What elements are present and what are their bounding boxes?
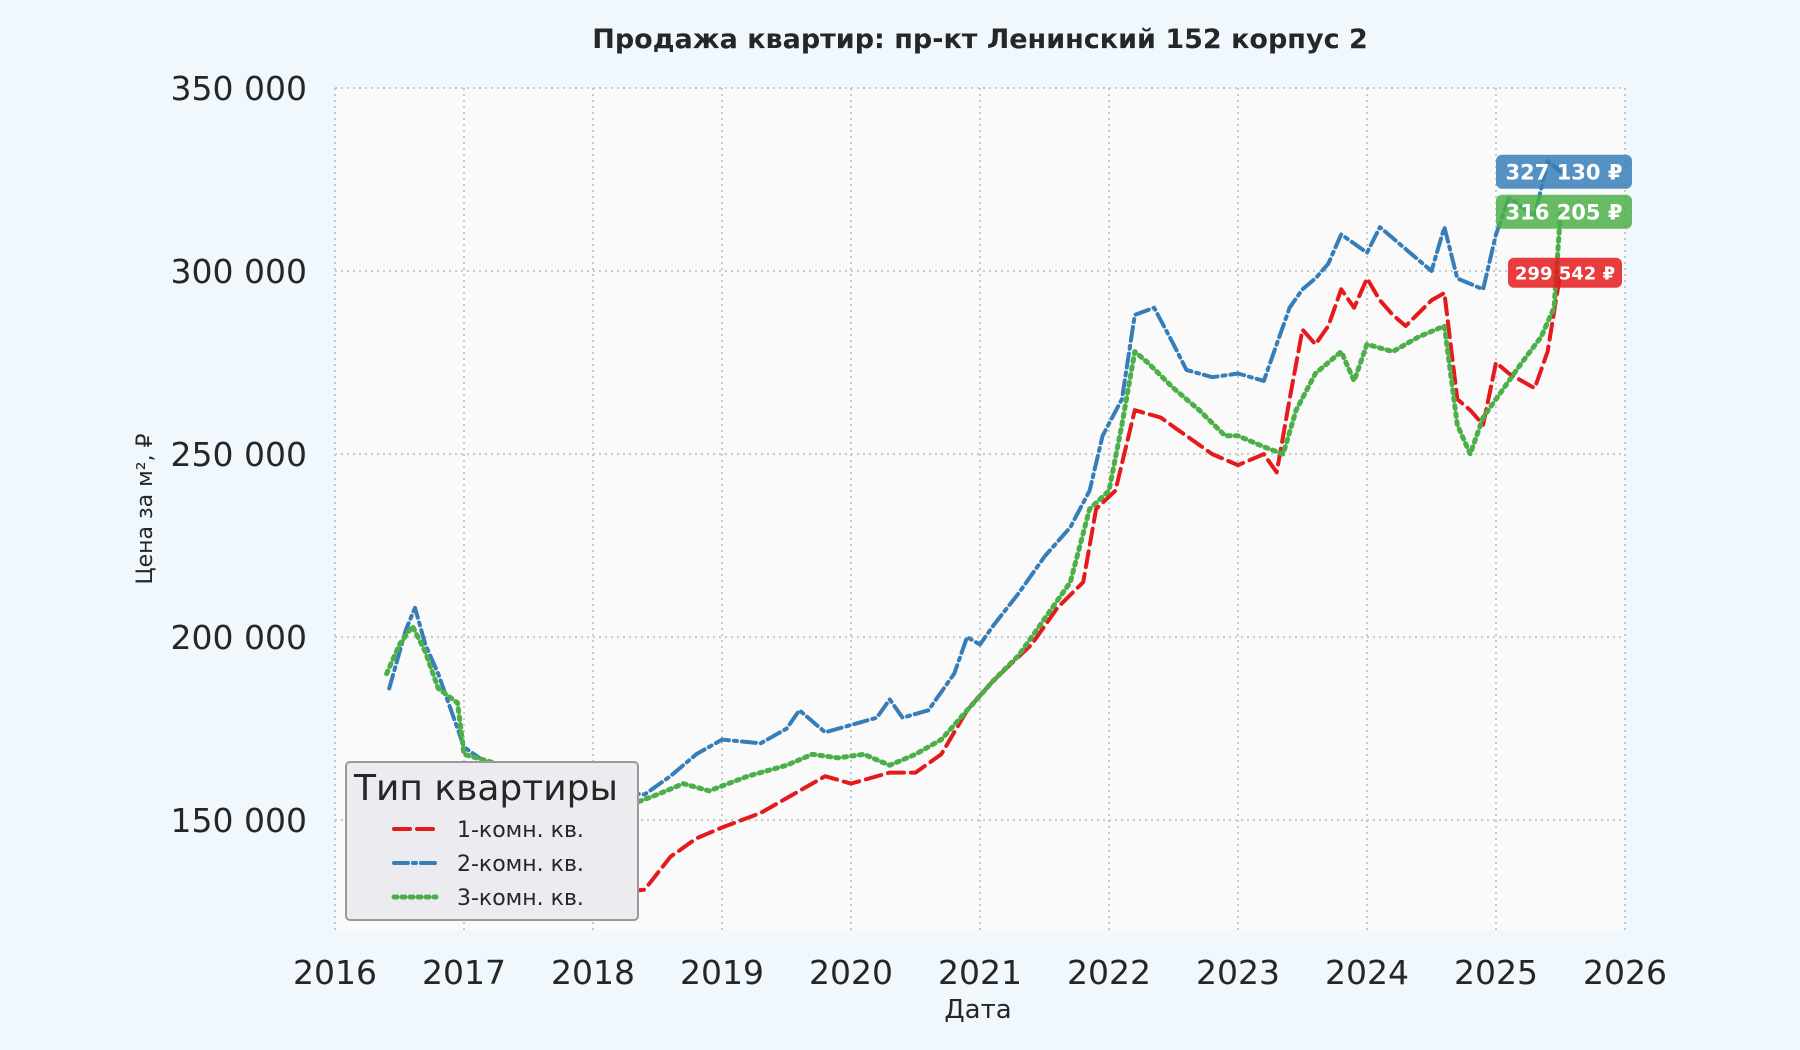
end-badge-box [1496,154,1632,189]
y-axis-label: Цена за м², ₽ [133,433,158,584]
x-tick-label: 2019 [680,953,764,992]
legend-items: 1-комн. кв. 2-комн. кв. 3-комн. кв. [391,818,584,911]
grid-lines [334,87,1626,930]
x-tick-label: 2022 [1067,953,1151,992]
legend: Тип квартиры 1-комн. кв. 2-комн. кв. 3-ком… [345,761,639,921]
end-badge: 327 130 ₽ [1496,154,1632,189]
x-tick-label: 2018 [551,953,635,992]
end-badge-box [1508,257,1622,288]
x-tick-label: 2026 [1583,953,1667,992]
x-tick-label: 2021 [938,953,1022,992]
end-badge-box [1496,194,1632,229]
x-tick-label: 2025 [1454,953,1538,992]
y-tick-labels: 150 000 200 000 250 000 300 000 350 000 [171,69,307,840]
x-tick-label: 2016 [293,953,377,992]
legend-label: 2-комн. кв. [457,852,584,877]
y-tick-label: 350 000 [171,69,307,108]
x-axis-label: Дата [944,995,1011,1025]
legend-title: Тип квартиры [353,768,618,809]
legend-label: 1-комн. кв. [457,818,584,843]
x-tick-label: 2020 [809,953,893,992]
end-badge: 316 205 ₽ [1496,194,1632,229]
x-tick-label: 2023 [1196,953,1280,992]
y-tick-label: 250 000 [171,435,307,474]
legend-box [345,761,639,921]
legend-label: 3-комн. кв. [457,886,584,911]
y-tick-label: 300 000 [171,252,307,291]
end-badge-label: 299 542 ₽ [1515,264,1615,285]
x-tick-labels: 2016 2017 2018 2019 2020 2021 2022 2023 2024 2025… [293,953,1667,992]
x-tick-label: 2017 [422,953,506,992]
end-badge-label: 316 205 ₽ [1506,201,1623,225]
x-tick-label: 2024 [1325,953,1409,992]
series-line-1 [410,270,1563,896]
chart-title: Продажа квартир: пр-кт Ленинский 152 кор… [592,24,1368,55]
y-tick-label: 200 000 [171,618,307,657]
end-badge-label: 327 130 ₽ [1506,161,1623,185]
end-value-badges: 327 130 ₽ 316 205 ₽ 299 542 ₽ [1496,154,1632,288]
end-badge: 299 542 ₽ [1508,257,1622,288]
y-tick-label: 150 000 [171,801,307,840]
